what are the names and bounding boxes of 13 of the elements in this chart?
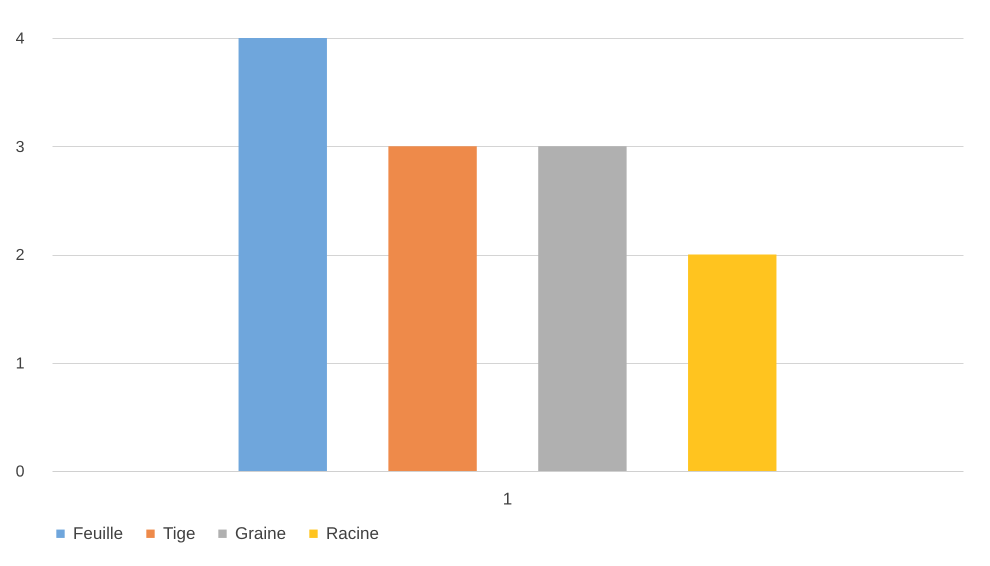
bar xyxy=(238,38,327,471)
y-tick-label: 0 xyxy=(16,464,25,480)
bar xyxy=(538,146,627,471)
bar xyxy=(388,146,477,471)
y-tick-label: 3 xyxy=(16,138,25,156)
legend-label: Graine xyxy=(235,524,286,543)
legend-label: Racine xyxy=(326,524,379,543)
y-tick-label: 1 xyxy=(16,355,25,372)
bar xyxy=(688,254,776,471)
legend-label: Tige xyxy=(163,524,196,543)
legend-label: Feuille xyxy=(73,524,124,543)
y-tick-label: 2 xyxy=(16,247,25,264)
y-tick-label: 4 xyxy=(16,30,25,48)
